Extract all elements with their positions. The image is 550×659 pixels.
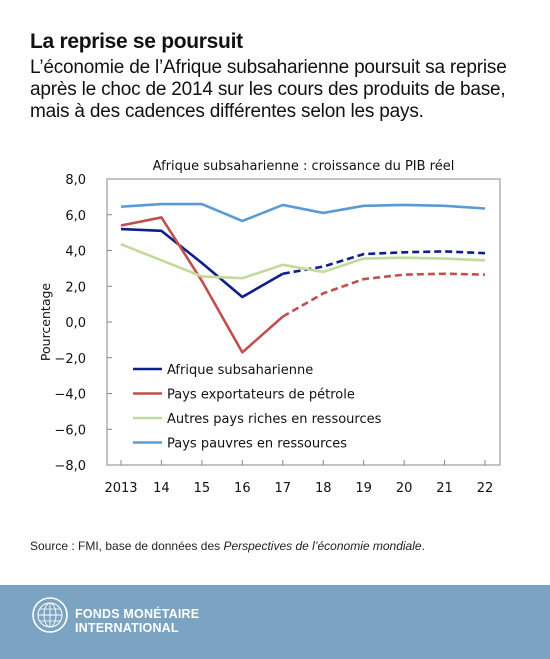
x-tick-label: 20	[396, 481, 413, 496]
series-line-3	[120, 243, 486, 280]
legend-label: Pays exportateurs de pétrole	[167, 388, 355, 403]
legend-label: Autres pays riches en ressources	[167, 412, 382, 427]
series-line-2	[120, 216, 284, 354]
x-tick-label: 21	[436, 481, 453, 496]
x-tick-label: 2013	[104, 481, 137, 496]
page-subtitle: L’économie de l’Afrique subsaharienne po…	[30, 57, 507, 122]
page-title: La reprise se poursuit	[30, 30, 243, 53]
x-tick-label: 19	[355, 481, 372, 496]
org-line-1: FONDS MONÉTAIRE	[75, 607, 200, 621]
source-prefix: Source : FMI, base de données des	[30, 539, 224, 553]
series-projection-line-2	[282, 272, 486, 318]
series-line-4	[120, 202, 486, 223]
legend-label: Pays pauvres en ressources	[167, 437, 347, 452]
y-tick-label: 2,0	[65, 280, 86, 295]
imf-wordmark: FONDS MONÉTAIRE INTERNATIONAL	[75, 607, 199, 635]
gdp-growth-chart: Afrique subsaharienne : croissance du PI…	[38, 159, 501, 496]
x-tick-label: 22	[477, 481, 494, 496]
chart-title: Afrique subsaharienne : croissance du PI…	[153, 159, 455, 174]
x-tick-label: 17	[275, 481, 292, 496]
x-tick-label: 16	[234, 481, 251, 496]
y-tick-label: 4,0	[65, 245, 86, 260]
y-axis-label: Pourcentage	[38, 283, 53, 362]
imf-seal-icon	[32, 597, 68, 633]
imf-footer: FONDS MONÉTAIRE INTERNATIONAL	[0, 585, 550, 659]
source-note: Source : FMI, base de données des Perspe…	[30, 539, 425, 553]
y-tick-label: 0,0	[65, 316, 86, 331]
series-line-1	[120, 227, 284, 299]
y-tick-label: 6,0	[65, 209, 86, 224]
y-tick-label: −8,0	[54, 459, 86, 474]
x-tick-label: 18	[315, 481, 332, 496]
legend-label: Afrique subsaharienne	[167, 363, 313, 378]
series-projection-line-1	[282, 250, 486, 276]
org-line-2: INTERNATIONAL	[75, 621, 179, 635]
source-publication: Perspectives de l’économie mondiale	[223, 539, 422, 553]
y-tick-label: −4,0	[54, 388, 86, 403]
y-tick-label: −6,0	[54, 423, 86, 438]
y-tick-label: −2,0	[54, 352, 86, 367]
x-tick-label: 15	[194, 481, 211, 496]
source-suffix: .	[421, 539, 425, 553]
x-tick-label: 14	[153, 481, 170, 496]
y-tick-label: 8,0	[65, 173, 86, 188]
